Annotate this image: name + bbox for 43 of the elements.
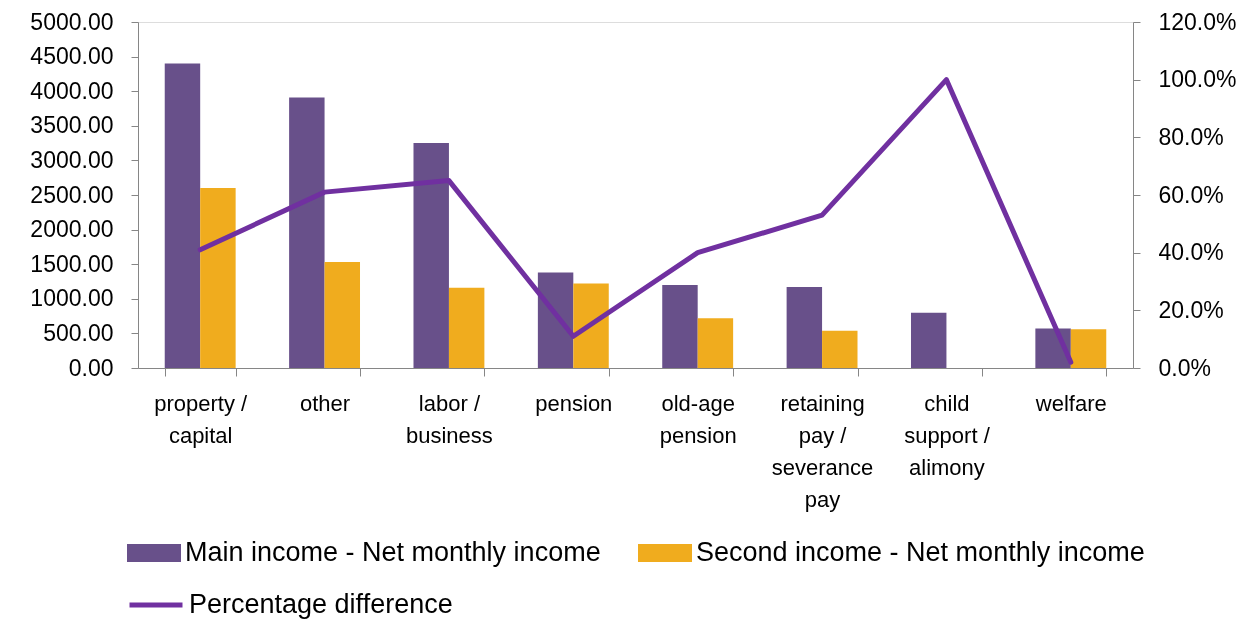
y-tick-label: 4500.00 xyxy=(30,43,114,70)
x-tick-label: old-age pension xyxy=(659,390,737,448)
x-tick-label: retaining pay / severance pay xyxy=(771,390,874,512)
bar xyxy=(786,287,823,368)
x-tick-label: welfare xyxy=(1034,390,1107,416)
x-tick-label: property / capital xyxy=(154,390,249,448)
y2-tick-label: 40.0% xyxy=(1158,239,1224,266)
y-tick-label: 0.00 xyxy=(68,354,114,381)
y-tick-label: 5000.00 xyxy=(30,8,114,35)
y-tick-label: 1500.00 xyxy=(30,250,114,277)
bar xyxy=(662,284,698,368)
legend-label: Main income - Net monthly income xyxy=(185,537,601,567)
y2-tick-label: 100.0% xyxy=(1158,66,1237,93)
y-tick-label: 3500.00 xyxy=(30,112,114,139)
bar xyxy=(448,287,485,368)
bar xyxy=(289,97,325,368)
bar xyxy=(164,63,201,368)
bar xyxy=(324,262,361,368)
x-tick-label: labor / business xyxy=(406,390,493,448)
y-tick-label: 500.00 xyxy=(43,319,114,346)
bar xyxy=(573,283,609,368)
y-tick-label: 2500.00 xyxy=(30,181,114,208)
y2-tick-label: 80.0% xyxy=(1158,123,1224,150)
bar xyxy=(910,312,947,368)
x-tick-label: pension xyxy=(535,390,613,416)
y2-tick-label: 20.0% xyxy=(1158,296,1224,323)
bar xyxy=(413,143,449,368)
y-tick-label: 2000.00 xyxy=(30,216,114,243)
y-tick-label: 4000.00 xyxy=(30,77,114,104)
x-tick-label: child support / alimony xyxy=(904,390,991,480)
y2-tick-label: 0.0% xyxy=(1158,354,1211,381)
x-tick-label: other xyxy=(299,390,351,416)
y2-tick-label: 120.0% xyxy=(1158,8,1237,35)
bar xyxy=(822,330,858,368)
legend-label: Percentage difference xyxy=(189,589,453,619)
y2-tick-label: 60.0% xyxy=(1158,181,1224,208)
legend-label: Second income - Net monthly income xyxy=(696,537,1145,567)
y-tick-label: 3000.00 xyxy=(30,146,114,173)
bar xyxy=(537,272,574,368)
y-tick-label: 1000.00 xyxy=(30,285,114,312)
bar xyxy=(697,318,734,368)
bar xyxy=(200,188,236,368)
bar xyxy=(1070,329,1107,368)
